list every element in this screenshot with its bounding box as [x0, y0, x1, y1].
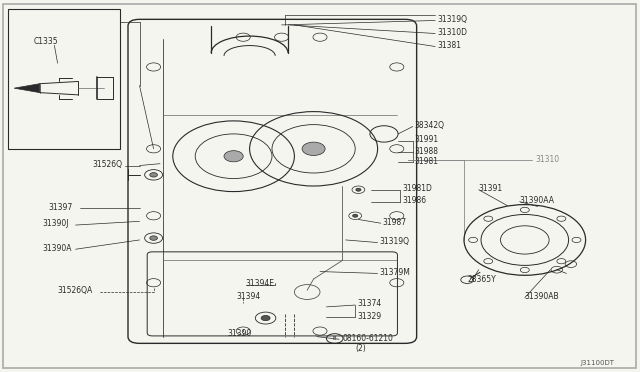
Text: (2): (2) — [355, 344, 366, 353]
Text: 31374: 31374 — [357, 299, 381, 308]
Text: 31991: 31991 — [415, 135, 439, 144]
Circle shape — [302, 142, 325, 155]
Circle shape — [224, 151, 243, 162]
Circle shape — [356, 188, 361, 191]
Text: 31329: 31329 — [357, 312, 381, 321]
Text: 31394E: 31394E — [246, 279, 275, 288]
Text: 31381: 31381 — [437, 41, 461, 50]
Text: 31319Q: 31319Q — [437, 15, 467, 24]
Text: 31987: 31987 — [383, 218, 407, 227]
Text: 31390AB: 31390AB — [525, 292, 559, 301]
Text: 31390J: 31390J — [42, 219, 68, 228]
Text: 31310: 31310 — [535, 155, 559, 164]
Circle shape — [150, 236, 157, 240]
Text: 31390: 31390 — [227, 329, 252, 338]
Text: 08160-61210: 08160-61210 — [342, 334, 393, 343]
Text: 31988: 31988 — [415, 147, 439, 155]
Text: 31986: 31986 — [402, 196, 426, 205]
Circle shape — [150, 173, 157, 177]
Text: 31397: 31397 — [48, 203, 72, 212]
Text: 31390A: 31390A — [42, 244, 72, 253]
Circle shape — [353, 214, 358, 217]
Bar — [8, 9, 120, 149]
Text: 31390AA: 31390AA — [520, 196, 555, 205]
Circle shape — [261, 315, 270, 321]
Text: C1335: C1335 — [33, 37, 58, 46]
Text: J31100DT: J31100DT — [580, 360, 614, 366]
Text: 31319Q: 31319Q — [380, 237, 410, 246]
Text: 31310D: 31310D — [437, 28, 467, 37]
Text: 31981D: 31981D — [402, 185, 432, 193]
Text: B: B — [333, 336, 337, 341]
Text: 31526Q: 31526Q — [93, 160, 123, 169]
Text: 31394: 31394 — [237, 292, 261, 301]
Text: 31981: 31981 — [415, 157, 439, 166]
Text: 31379M: 31379M — [380, 268, 410, 277]
Polygon shape — [14, 84, 40, 93]
Text: 31526QA: 31526QA — [58, 286, 93, 295]
Text: 28365Y: 28365Y — [467, 275, 496, 283]
Text: 38342Q: 38342Q — [415, 121, 445, 130]
Text: 31391: 31391 — [479, 184, 503, 193]
